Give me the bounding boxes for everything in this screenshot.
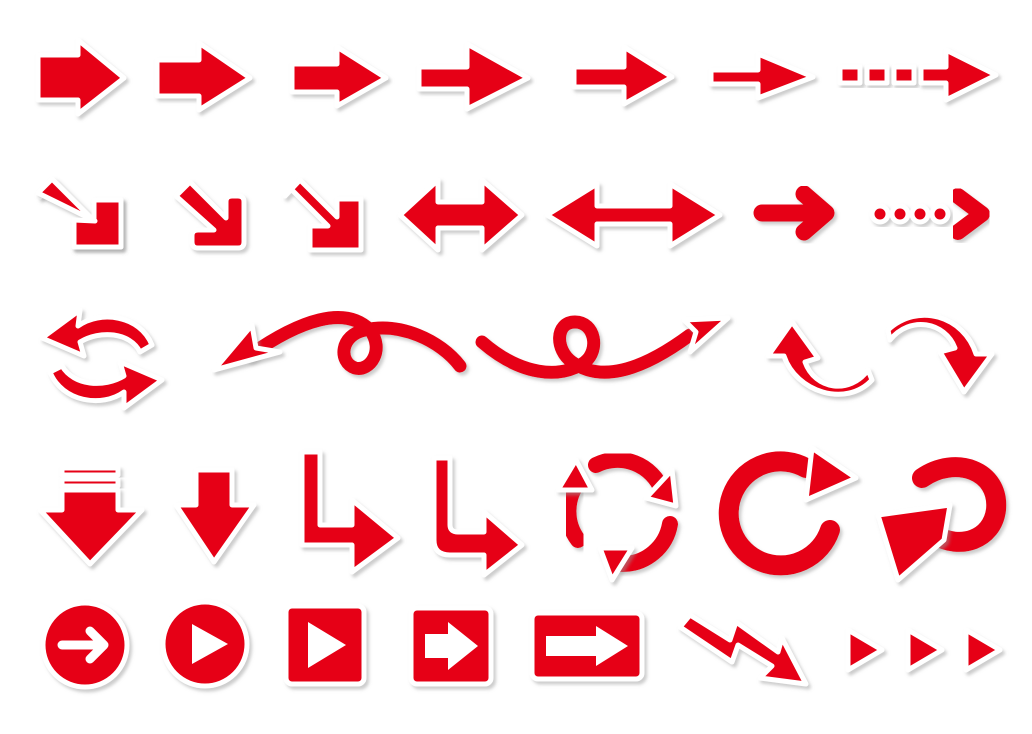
looping-arrow-right-icon [475, 315, 731, 379]
curled-arrow-left-icon [875, 457, 1007, 583]
block-arrow-right-icon [416, 41, 531, 112]
arrow-down-with-bars-icon [37, 465, 145, 567]
circular-arrow-icon [718, 445, 859, 576]
circle-play-button-icon[interactable] [160, 599, 250, 689]
square-play-button-icon[interactable] [283, 603, 367, 687]
dashed-arrow-right-icon [837, 47, 999, 103]
elbow-arrow-down-right-icon [431, 455, 525, 578]
zigzag-arrow-icon [677, 612, 809, 687]
square-arrow-button-icon[interactable] [408, 605, 494, 687]
rectangle-arrow-button-icon[interactable] [529, 610, 645, 682]
recycle-arrows-icon [555, 451, 679, 583]
arrow-down-right-icon [35, 176, 124, 250]
double-arrow-horizontal-icon [544, 181, 723, 249]
block-arrow-right-icon [708, 51, 816, 101]
curved-arrow-up-icon [765, 319, 875, 397]
curved-arrow-down-icon [885, 312, 995, 395]
block-arrow-right-icon [35, 37, 127, 117]
rounded-arrow-right-icon [753, 185, 835, 241]
dotted-arrow-right-icon [869, 188, 990, 240]
block-arrow-right-icon [289, 44, 389, 109]
looping-arrow-left-icon [211, 311, 467, 375]
block-arrow-right-icon [571, 44, 675, 107]
elbow-arrow-down-right-icon [299, 449, 401, 575]
circle-arrow-button-icon[interactable] [40, 600, 130, 690]
arrow-down-right-icon [282, 177, 364, 253]
arrow-down-right-icon [173, 179, 247, 251]
arrow-down-icon [173, 467, 257, 565]
triple-chevron-icon [845, 627, 1003, 673]
swap-arrows-icon [39, 307, 165, 411]
double-arrow-horizontal-icon [397, 177, 525, 253]
block-arrow-right-icon [154, 40, 253, 113]
